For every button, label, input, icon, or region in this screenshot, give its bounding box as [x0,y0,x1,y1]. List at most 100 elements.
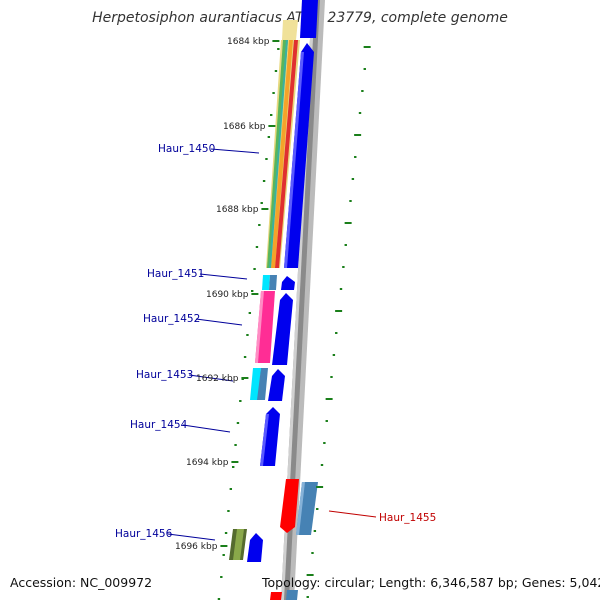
tick-dot [274,70,278,72]
feature-track [229,0,318,600]
feature-1450-cds-shade [284,52,304,268]
tick-dot [217,598,221,600]
tick-dot [363,46,371,48]
gene-leaders [167,148,377,541]
tick-dot [253,268,256,270]
tick-dot [272,92,275,94]
tick-dot [270,114,273,116]
tick-dot [316,508,319,510]
gene-label-haur_1450[interactable]: Haur_1450 [158,143,215,155]
feature-1450-band-orange[interactable] [271,40,293,268]
tick-dot [239,400,242,402]
tick-dot [335,332,338,334]
scale-tick-labels: 1684 kbp 1686 kbp 1688 kbp 1690 kbp 1692 kbp… [175,37,270,552]
map-title: Herpetosiphon aurantiacus ATCC 23779, co… [92,10,508,26]
feature-1454-cds[interactable] [260,407,280,466]
feature-1451-cds[interactable] [281,276,295,290]
tick-dot [224,532,228,534]
feature-1450-cds[interactable] [284,43,314,268]
leader-haur_1451 [199,273,248,280]
tick-dot [262,180,266,182]
tick-dot [349,200,352,202]
major-tick [272,40,280,42]
tick-dot [277,48,280,50]
major-tick [261,208,269,210]
tick-dot [351,178,355,180]
tick-dot [236,422,240,424]
tick-dot [320,464,324,466]
feature-1453-cds[interactable] [268,369,285,401]
gene-label-haur_1454[interactable]: Haur_1454 [130,419,188,431]
feature-1454-cds-shade [260,414,269,466]
tick-dot [361,90,364,92]
gene-label-haur_1455[interactable]: Haur_1455 [379,512,436,524]
tick-dot [323,442,326,444]
tick-dot [332,354,336,356]
leader-haur_1454 [182,424,231,433]
tick-dot [354,134,362,136]
feature-1456-olive-shade [233,529,244,560]
gene-label-haur_1453[interactable]: Haur_1453 [136,369,193,381]
leader-haur_1453 [188,374,234,382]
tick-dot [229,488,233,490]
feature-bottom-red[interactable] [270,592,282,600]
gene-label-haur_1456[interactable]: Haur_1456 [115,528,173,540]
feature-1453-steel[interactable] [257,368,268,400]
feature-1456-cds[interactable] [247,533,263,562]
leader-haur_1455 [328,510,377,518]
tick-dot [344,244,347,246]
gene-label-haur_1452[interactable]: Haur_1452 [143,313,200,325]
feature-1452-cds[interactable] [272,293,293,365]
leader-haur_1452 [195,318,243,326]
gene-label-haur_1451[interactable]: Haur_1451 [147,268,204,280]
leader-haur_1450 [210,148,260,154]
feature-1451-cyan[interactable] [262,275,270,290]
tick-dot [330,376,333,378]
accession-text: Accession: NC_009972 [10,575,153,590]
tick-dot [363,68,366,70]
tick-dot [243,356,247,358]
tick-dot [258,224,261,226]
tick-dot [260,202,263,204]
leader-haur_1456 [167,533,216,541]
tick-dot [231,466,235,468]
tick-dot [234,444,237,446]
tick-dot [306,596,309,598]
tick-label: 1694 kbp [186,458,229,468]
tick-dot [251,290,254,292]
tick-dot [358,112,362,114]
tick-dot [220,576,223,578]
major-tick [268,125,276,127]
feature-1450-band-red[interactable] [275,40,298,268]
tick-dot [325,398,333,400]
tick-dot [267,136,271,138]
tick-label: 1686 kbp [223,122,266,132]
tick-dot [222,554,225,556]
tick-label: 1684 kbp [227,37,270,47]
tick-dot [265,158,268,160]
tick-dot [325,420,328,422]
feature-1455-red[interactable] [280,479,299,533]
gene-labels: Haur_1450 Haur_1451 Haur_1452 Haur_1453 Haur… [115,143,436,540]
feature-1452-pink-shade [255,291,264,363]
tick-label: 1696 kbp [175,542,218,552]
tick-dot [306,574,314,576]
tick-dot [335,310,343,312]
major-tick [241,377,249,379]
feature-top-blue[interactable] [300,0,318,38]
tick-dot [248,312,252,314]
tick-dot [339,288,343,290]
tick-dot [342,266,345,268]
feature-1451-steel[interactable] [269,275,277,290]
feature-top-yellow[interactable] [282,20,298,40]
feature-bottom-steel[interactable] [286,590,298,600]
tick-dot [316,486,324,488]
feature-1450-band-teal[interactable] [269,40,288,268]
scale-ticks [217,40,371,600]
tick-dot [227,510,230,512]
tick-dot [313,530,317,532]
tick-dot [255,246,259,248]
tick-dot [246,334,249,336]
